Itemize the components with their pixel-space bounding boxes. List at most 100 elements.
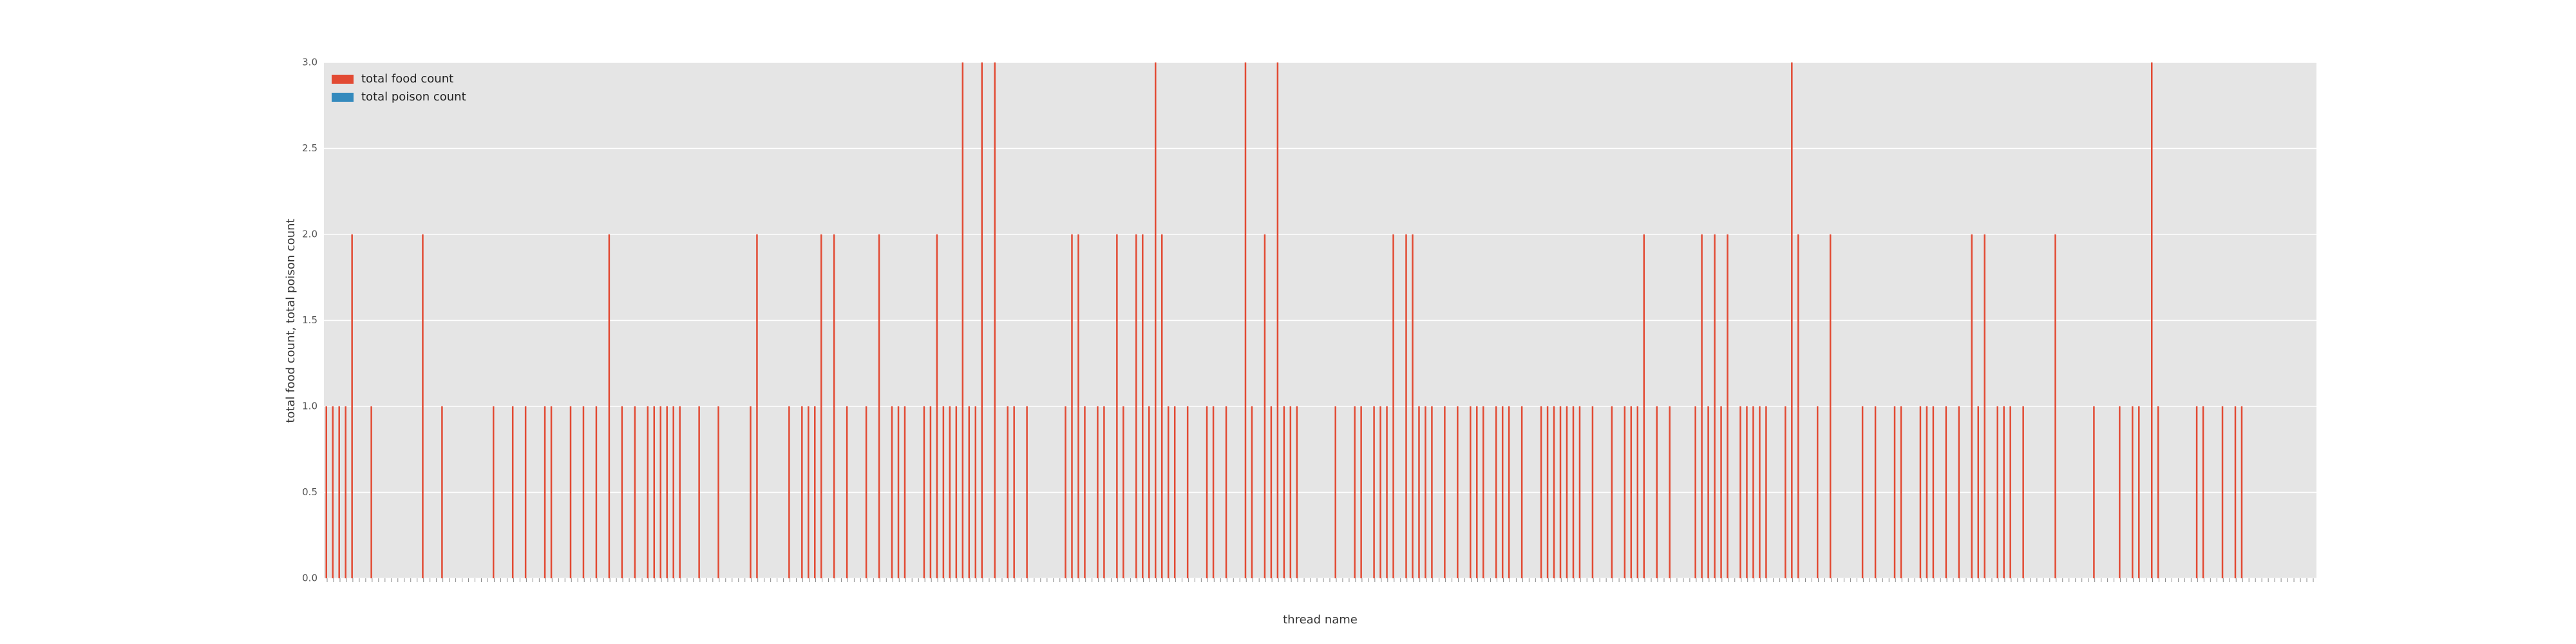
bar xyxy=(1148,406,1150,578)
bar xyxy=(1392,234,1394,578)
bar xyxy=(544,406,546,578)
bar xyxy=(1752,406,1754,578)
bar xyxy=(647,406,649,578)
bar xyxy=(1656,406,1658,578)
bar xyxy=(1578,406,1581,578)
bar xyxy=(1470,406,1472,578)
bar xyxy=(1945,406,1947,578)
bar xyxy=(1694,406,1696,578)
bar xyxy=(1919,406,1922,578)
bar xyxy=(1225,406,1227,578)
bar xyxy=(1996,406,1998,578)
bar xyxy=(1296,406,1298,578)
bar xyxy=(332,406,334,578)
bar xyxy=(1977,406,1980,578)
bar xyxy=(1373,406,1375,578)
bar xyxy=(2054,234,2056,578)
bar xyxy=(1636,406,1639,578)
bar xyxy=(1714,234,1716,578)
bar xyxy=(595,406,598,578)
bar xyxy=(351,234,353,578)
bar xyxy=(2202,406,2204,578)
bar xyxy=(981,62,983,578)
bar xyxy=(1097,406,1099,578)
bar xyxy=(1425,406,1426,578)
bar xyxy=(1077,234,1079,578)
bar xyxy=(2157,406,2159,578)
bar xyxy=(1476,406,1478,578)
bar xyxy=(904,406,906,578)
bar xyxy=(974,406,977,578)
bar xyxy=(929,406,932,578)
bar xyxy=(569,406,572,578)
bar xyxy=(653,406,656,578)
bar xyxy=(1154,62,1157,578)
bar xyxy=(1559,406,1562,578)
bar xyxy=(2150,62,2153,578)
bar xyxy=(422,234,424,578)
bar xyxy=(1007,406,1009,578)
bar xyxy=(1084,406,1086,578)
bar xyxy=(1520,406,1523,578)
bar xyxy=(1276,62,1279,578)
legend-label: total poison count xyxy=(361,90,466,104)
y-tick-label: 0.5 xyxy=(302,486,317,498)
bar xyxy=(1244,62,1247,578)
bar xyxy=(1360,406,1362,578)
bar xyxy=(1701,234,1703,578)
bar xyxy=(1103,406,1105,578)
bar xyxy=(1900,406,1902,578)
bar xyxy=(1874,406,1877,578)
bar xyxy=(608,234,611,578)
bar xyxy=(968,406,971,578)
bar xyxy=(582,406,585,578)
bar xyxy=(1958,406,1960,578)
bar xyxy=(345,406,346,578)
bar xyxy=(717,406,719,578)
bar xyxy=(756,234,758,578)
bar xyxy=(1624,406,1626,578)
bar xyxy=(1829,234,1832,578)
y-tick-label: 2.0 xyxy=(302,229,317,240)
bar xyxy=(666,406,668,578)
bar xyxy=(1501,406,1504,578)
bar xyxy=(942,406,945,578)
bar xyxy=(1591,406,1594,578)
bar xyxy=(2132,406,2134,578)
bar xyxy=(1026,406,1028,578)
bar xyxy=(511,406,514,578)
bar xyxy=(961,62,964,578)
bar xyxy=(820,234,822,578)
bar xyxy=(1289,406,1292,578)
bar xyxy=(1071,234,1073,578)
bar xyxy=(1508,406,1510,578)
bar xyxy=(1444,406,1446,578)
bar xyxy=(1386,406,1388,578)
bar xyxy=(1669,406,1671,578)
y-tick-label: 0.0 xyxy=(302,573,317,584)
bar xyxy=(994,62,996,578)
bar xyxy=(550,406,553,578)
bar xyxy=(1785,406,1786,578)
bar xyxy=(1572,406,1575,578)
bar xyxy=(1566,406,1568,578)
bar xyxy=(1553,406,1555,578)
legend-label: total food count xyxy=(361,72,453,86)
bar xyxy=(1135,234,1137,578)
bar xyxy=(1630,406,1633,578)
bar xyxy=(1611,406,1613,578)
bar xyxy=(1727,234,1728,578)
bar xyxy=(2009,406,2011,578)
bar xyxy=(846,406,848,578)
bar xyxy=(865,406,867,578)
bar xyxy=(1264,234,1266,578)
bar xyxy=(788,406,790,578)
bar xyxy=(897,406,900,578)
bar xyxy=(1765,406,1767,578)
bar xyxy=(1116,234,1118,578)
bar xyxy=(891,406,893,578)
bar xyxy=(1759,406,1761,578)
bar xyxy=(1739,406,1741,578)
bar xyxy=(1167,406,1170,578)
